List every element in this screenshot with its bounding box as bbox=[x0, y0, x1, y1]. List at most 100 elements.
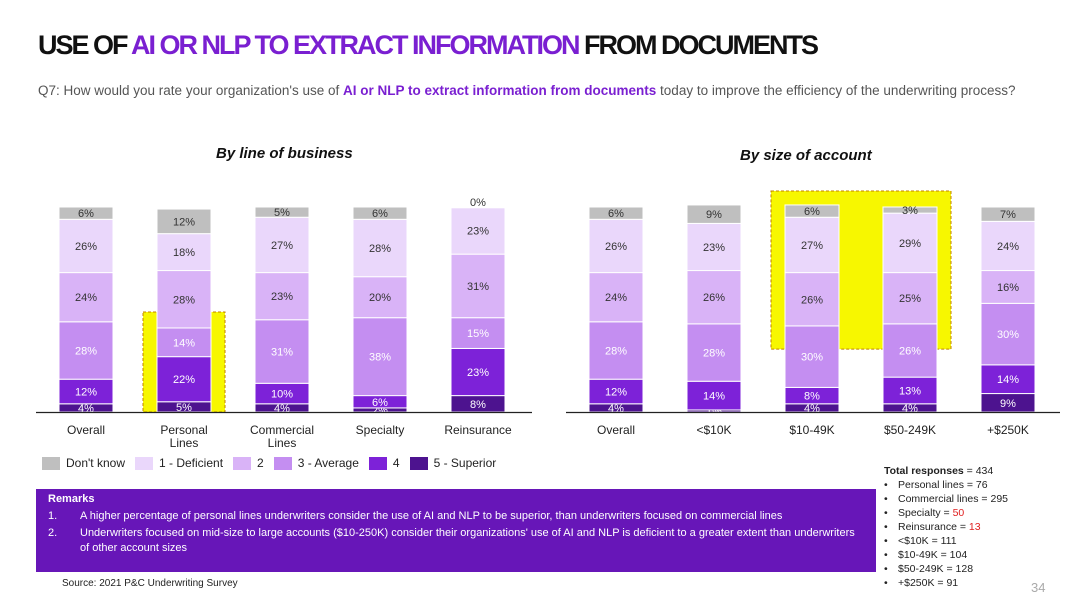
response-count-label: <$10K = bbox=[898, 535, 941, 547]
category-label: +$250K bbox=[987, 423, 1029, 437]
response-count-value: 128 bbox=[955, 563, 974, 575]
data-label: 26% bbox=[899, 346, 921, 358]
legend-label-superior: 5 - Superior bbox=[433, 456, 497, 470]
data-label: 6% bbox=[78, 208, 94, 220]
data-label: 6% bbox=[372, 208, 388, 220]
legend-item-2: 2 bbox=[233, 456, 264, 470]
category-label: <$10K bbox=[696, 423, 731, 437]
data-label: 12% bbox=[173, 216, 195, 228]
bar-segment bbox=[980, 220, 1036, 272]
bar-segment bbox=[882, 376, 938, 405]
data-label: 23% bbox=[271, 291, 293, 303]
response-count-item: Commercial lines = 295 bbox=[884, 492, 1008, 506]
bar-segment bbox=[450, 317, 506, 349]
data-label: 28% bbox=[75, 346, 97, 358]
bar-segment bbox=[882, 323, 938, 378]
survey-question: Q7: How would you rate your organization… bbox=[38, 82, 1038, 100]
category-label: Overall bbox=[597, 423, 635, 437]
bar-segment bbox=[588, 206, 644, 220]
bar-segment bbox=[58, 321, 114, 380]
category-label: Lines bbox=[268, 436, 297, 450]
data-label: 24% bbox=[605, 292, 627, 304]
category-label: $10-49K bbox=[789, 423, 834, 437]
data-label: 15% bbox=[467, 328, 489, 340]
data-label: 31% bbox=[467, 281, 489, 293]
data-label: 8% bbox=[470, 399, 486, 411]
total-responses-header: Total responses = 434 bbox=[884, 464, 1008, 478]
data-label: 5% bbox=[176, 402, 192, 414]
bar-segment bbox=[450, 347, 506, 397]
bar-segment bbox=[686, 204, 742, 224]
source-note: Source: 2021 P&C Underwriting Survey bbox=[62, 578, 238, 589]
response-count-label: Commercial lines = bbox=[898, 493, 991, 505]
bar-segment bbox=[58, 272, 114, 323]
remark-number: 1. bbox=[48, 510, 58, 522]
total-responses: Total responses = 434 Personal lines = 7… bbox=[884, 464, 1008, 590]
response-count-item: Specialty = 50 bbox=[884, 506, 1008, 520]
response-count-value: 91 bbox=[946, 577, 959, 589]
bar-segment bbox=[352, 317, 408, 397]
data-label: 14% bbox=[703, 391, 725, 403]
bar-segment bbox=[254, 216, 310, 274]
category-label: $50-249K bbox=[884, 423, 936, 437]
bar-segment bbox=[450, 206, 506, 209]
response-count-value: 50 bbox=[952, 507, 965, 519]
legend-item-dont-know: Don't know bbox=[42, 456, 125, 470]
category-label: Specialty bbox=[356, 423, 405, 437]
response-count-label: Specialty = bbox=[898, 507, 953, 519]
remark-number: 2. bbox=[48, 527, 58, 539]
data-label: 23% bbox=[467, 367, 489, 379]
response-count-item: Reinsurance = 13 bbox=[884, 520, 1008, 534]
data-label: 28% bbox=[605, 346, 627, 358]
legend-swatch-deficient bbox=[135, 456, 153, 470]
bar-segment bbox=[784, 272, 840, 327]
data-label: 23% bbox=[467, 226, 489, 238]
chart-group-2: 4%12%28%24%26%6%Overall1%14%28%26%23%9%<… bbox=[566, 190, 1060, 437]
bar-segment bbox=[58, 378, 114, 405]
title-prefix: USE OF bbox=[38, 30, 132, 60]
data-label: 3% bbox=[902, 205, 918, 217]
data-label: 28% bbox=[703, 348, 725, 360]
bar-segment bbox=[784, 204, 840, 218]
chart-group-1: 4%12%28%24%26%6%Overall5%22%14%28%18%12%… bbox=[36, 197, 532, 450]
bar-segment bbox=[156, 356, 212, 403]
legend-label-average: 3 - Average bbox=[297, 456, 359, 470]
response-count-label: Reinsurance = bbox=[898, 521, 969, 533]
data-label: 6% bbox=[804, 206, 820, 218]
legend-item-average: 3 - Average bbox=[273, 456, 359, 470]
bar-segment bbox=[686, 380, 742, 411]
legend-swatch-superior bbox=[409, 456, 428, 470]
bar-segment bbox=[980, 206, 1036, 222]
bar-segment bbox=[882, 206, 938, 214]
category-label: Overall bbox=[67, 423, 105, 437]
response-count-item: Personal lines = 76 bbox=[884, 478, 1008, 492]
stacked-bar-charts: 4%12%28%24%26%6%Overall5%22%14%28%18%12%… bbox=[36, 190, 1060, 450]
response-count-label: $50-249K = bbox=[898, 563, 956, 575]
data-label: 26% bbox=[801, 294, 823, 306]
response-count-value: 295 bbox=[990, 493, 1009, 505]
data-label: 28% bbox=[173, 294, 195, 306]
category-label: Reinsurance bbox=[444, 423, 512, 437]
question-suffix: today to improve the efficiency of the u… bbox=[656, 83, 1016, 98]
data-label: 9% bbox=[706, 209, 722, 221]
title-accent: AI OR NLP TO EXTRACT INFORMATION bbox=[131, 30, 580, 60]
data-label: 28% bbox=[369, 243, 391, 255]
bar-segment bbox=[450, 206, 506, 255]
data-label: 10% bbox=[271, 389, 293, 401]
data-label: 30% bbox=[997, 329, 1019, 341]
data-label: 27% bbox=[271, 240, 293, 252]
data-label: 31% bbox=[271, 347, 293, 359]
legend-label-deficient: 1 - Deficient bbox=[159, 456, 224, 470]
bar-segment bbox=[450, 253, 506, 319]
response-count-label: +$250K = bbox=[898, 577, 947, 589]
legend-swatch-2 bbox=[233, 456, 252, 470]
bar-segment bbox=[254, 206, 310, 218]
data-label: 24% bbox=[997, 241, 1019, 253]
category-label: Commercial bbox=[250, 423, 314, 437]
data-label: 16% bbox=[997, 282, 1019, 294]
data-label: 24% bbox=[75, 292, 97, 304]
question-bold: AI or NLP to extract information from do… bbox=[343, 83, 657, 98]
data-label: 7% bbox=[1000, 209, 1016, 221]
response-count-value: 111 bbox=[940, 535, 957, 547]
data-label: 6% bbox=[608, 208, 624, 220]
